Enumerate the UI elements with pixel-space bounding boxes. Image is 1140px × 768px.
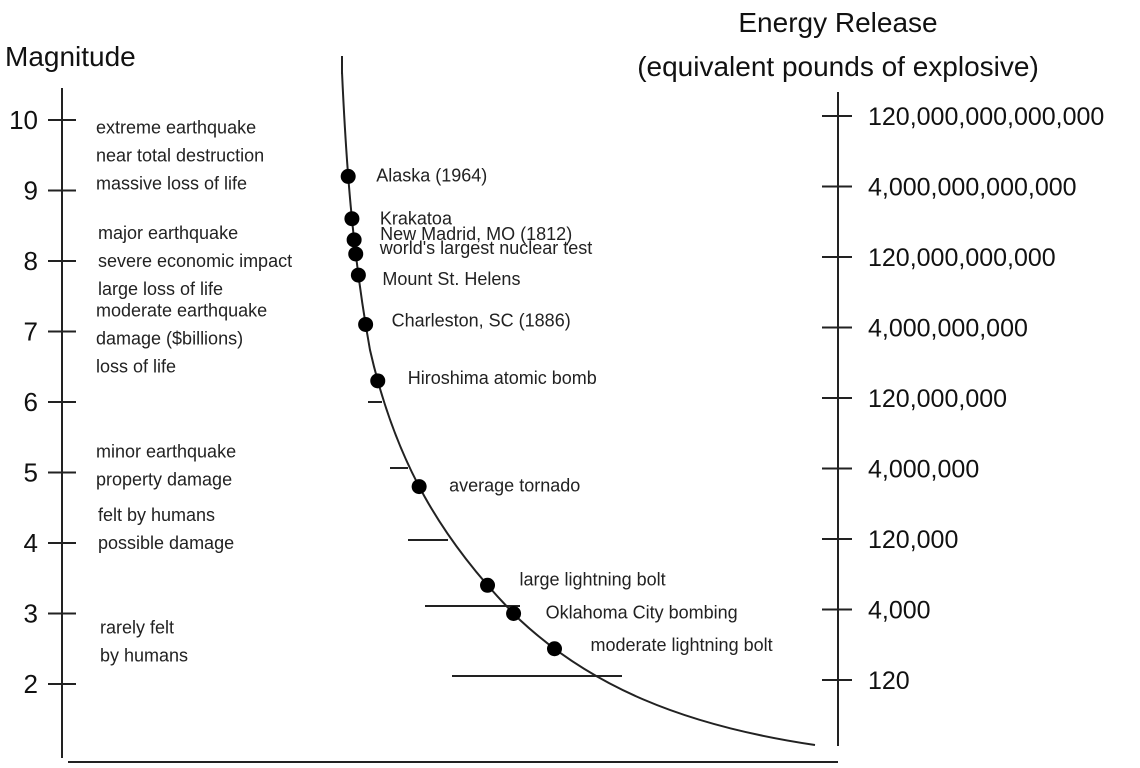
event-marker: [348, 246, 364, 262]
event-label: Hiroshima atomic bomb: [408, 368, 597, 388]
description-line: possible damage: [98, 533, 234, 553]
right-axis-title-line1: Energy Release: [738, 7, 937, 38]
right-tick-label: 4,000,000,000,000: [868, 174, 1077, 202]
right-axis-title-line2: (equivalent pounds of explosive): [637, 51, 1039, 82]
event-label: large lightning bolt: [520, 569, 666, 589]
event-marker: [480, 577, 496, 593]
event-label: New Madrid, MO (1812): [380, 224, 572, 244]
right-tick-label: 4,000,000,000: [868, 315, 1028, 343]
right-tick-label: 120,000,000: [868, 385, 1007, 413]
event-marker: [346, 232, 362, 248]
event-marker: [546, 641, 562, 657]
right-tick-label: 4,000,000: [868, 456, 979, 484]
event-label: world's largest nuclear test: [379, 238, 593, 258]
description-line: property damage: [96, 469, 232, 489]
right-tick-label: 4,000: [868, 597, 931, 625]
left-axis-ticks: 10 9 8 7 6 5 4 3 2: [9, 105, 76, 699]
right-axis-ticks: 120,000,000,000,000 4,000,000,000,000 120,…: [822, 103, 1104, 695]
description-line: severe economic impact: [98, 251, 292, 271]
right-tick-label: 120,000,000,000,000: [868, 103, 1104, 131]
description-line: loss of life: [96, 357, 176, 377]
magnitude-descriptions: extreme earthquake near total destruction…: [96, 117, 292, 665]
left-axis-title: Magnitude: [5, 41, 136, 72]
description-line: extreme earthquake: [96, 117, 256, 137]
left-tick-label: 10: [9, 105, 38, 135]
description-line: minor earthquake: [96, 441, 236, 461]
event-label: moderate lightning bolt: [590, 635, 772, 655]
event-marker: [344, 211, 360, 227]
left-tick-label: 2: [24, 669, 38, 699]
event-marker: [350, 267, 366, 283]
description-line: major earthquake: [98, 223, 238, 243]
event-label: Krakatoa: [380, 209, 453, 229]
event-marker: [358, 316, 374, 332]
event-marker: [411, 479, 427, 495]
event-marker: [506, 606, 522, 621]
description-line: near total destruction: [96, 145, 264, 165]
event-label: Mount St. Helens: [382, 269, 520, 289]
left-tick-label: 9: [24, 176, 38, 206]
right-tick-label: 120,000,000,000: [868, 244, 1056, 272]
event-label: average tornado: [449, 476, 580, 496]
left-tick-label: 5: [24, 458, 38, 488]
event-marker: [340, 168, 356, 184]
event-label: Oklahoma City bombing: [546, 603, 738, 623]
left-tick-label: 4: [24, 528, 38, 558]
left-tick-label: 7: [24, 317, 38, 347]
description-line: moderate earthquake: [96, 301, 267, 321]
description-line: damage ($billions): [96, 329, 243, 349]
event-label: Alaska (1964): [376, 165, 487, 185]
description-line: rarely felt: [100, 618, 174, 638]
left-tick-label: 6: [24, 387, 38, 417]
event-marker: [370, 373, 386, 389]
description-line: massive loss of life: [96, 173, 247, 193]
right-tick-label: 120,000: [868, 526, 958, 554]
right-tick-label: 120: [868, 667, 910, 695]
event-label: Charleston, SC (1886): [392, 310, 571, 330]
description-line: by humans: [100, 646, 188, 666]
left-tick-label: 3: [24, 599, 38, 629]
left-tick-label: 8: [24, 246, 38, 276]
description-line: felt by humans: [98, 505, 215, 525]
description-line: large loss of life: [98, 279, 223, 299]
